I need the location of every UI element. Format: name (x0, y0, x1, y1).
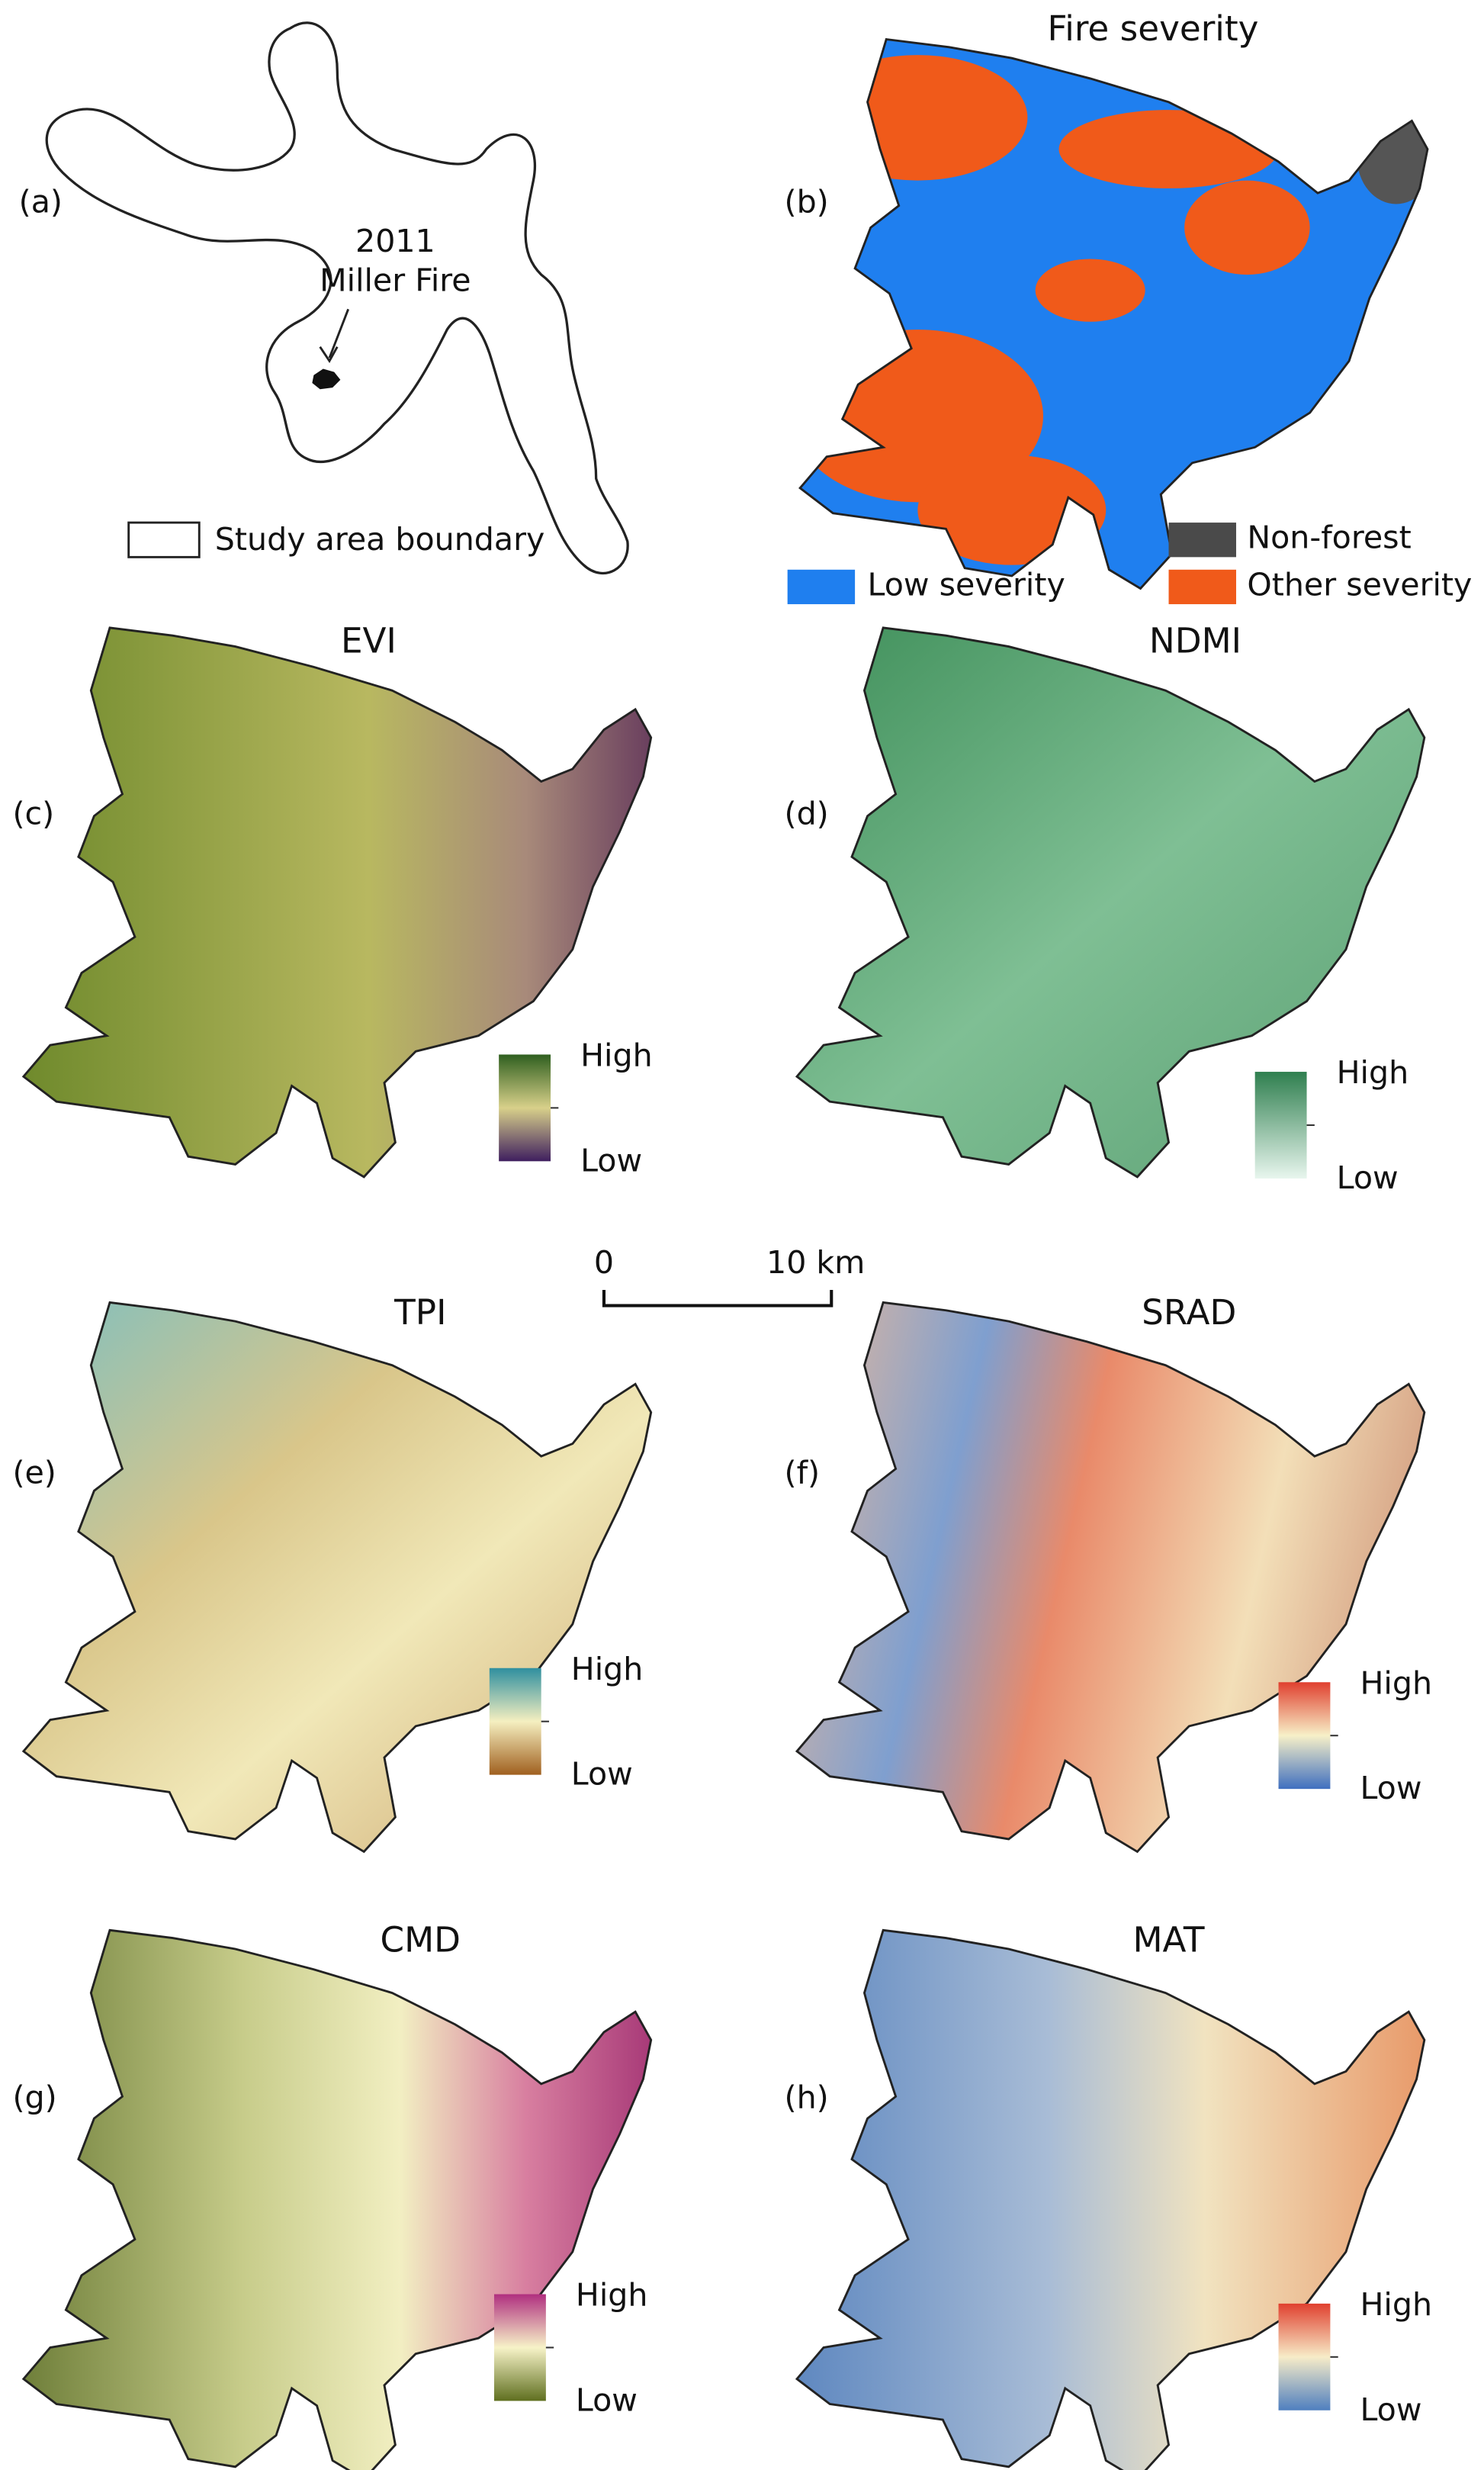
legend-high: High (1360, 2286, 1432, 2323)
legend-swatch (127, 521, 201, 558)
legend-label: Other severity (1247, 566, 1472, 603)
panel-title: Fire severity (1048, 8, 1259, 49)
panel-letter: (g) (12, 2079, 56, 2115)
panel-letter: (b) (785, 183, 829, 220)
panel-a: (a) 2011 Miller Fire Study area boundary (19, 21, 629, 574)
annotation: Miller Fire (320, 262, 471, 298)
panel-b: Fire severity (b) Low severity Non-fores… (785, 8, 1472, 605)
legend-swatch (1168, 569, 1236, 605)
legend-low: Low (1337, 1159, 1399, 1196)
legend-colorbar (1278, 1682, 1331, 1790)
legend-high: High (1337, 1054, 1409, 1091)
panel-title: EVI (341, 620, 397, 661)
map-fill (23, 627, 651, 1177)
legend-colorbar (499, 1054, 551, 1162)
panel: TPI (e) High Low (12, 1292, 653, 1853)
legend-swatch (787, 569, 856, 605)
panel-letter: (d) (785, 796, 829, 832)
panel-title: NDMI (1149, 620, 1241, 661)
panel-title: MAT (1132, 1920, 1204, 1960)
legend-high: High (1360, 1664, 1432, 1701)
scale-label: 0 (594, 1244, 614, 1281)
raster-map (22, 1928, 653, 2470)
panel-letter: (f) (785, 1455, 821, 1491)
severity-map (798, 38, 1429, 590)
legend-low: Low (1360, 2391, 1421, 2428)
legend-low: Low (576, 2382, 638, 2418)
legend-high: High (571, 1651, 644, 1687)
study-area-boundary (45, 21, 629, 574)
scale-bar: 0 10 km (594, 1244, 865, 1307)
raster-map (795, 626, 1426, 1179)
scale-line (602, 1289, 834, 1307)
panel: MAT (h) High Low (785, 1920, 1432, 2470)
legend-swatch (1168, 523, 1236, 558)
map-panels: EVI (c) High Low NDMI (d) High Low TPI (e) High Low… (12, 620, 1432, 2470)
legend-low: Low (571, 1756, 633, 1793)
raster-map (22, 1301, 653, 1853)
legend-low: Low (580, 1142, 642, 1179)
annotation: 2011 (355, 223, 435, 259)
arrow (328, 308, 350, 359)
panel-title: CMD (381, 1920, 461, 1960)
legend-colorbar (1278, 2303, 1331, 2411)
miller-fire (312, 368, 341, 390)
legend-colorbar (489, 1668, 541, 1775)
legend-low: Low (1360, 1770, 1421, 1806)
panel-letter: (c) (12, 796, 54, 832)
arrow-head (319, 346, 339, 363)
panel: CMD (g) High Low (12, 1920, 653, 2470)
legend-label: Non-forest (1247, 519, 1411, 556)
legend-label: Study area boundary (215, 521, 545, 558)
panel-letter: (h) (785, 2079, 829, 2115)
legend-high: High (580, 1037, 653, 1074)
panel: SRAD (f) High Low (785, 1292, 1432, 1853)
panel: EVI (c) High Low (12, 620, 652, 1179)
map-fill (23, 1302, 651, 1852)
map-fill (23, 1930, 651, 2470)
legend-high: High (576, 2277, 648, 2314)
legend-colorbar (493, 2294, 546, 2401)
legend-colorbar (1254, 1072, 1307, 1179)
panel-letter: (e) (12, 1455, 56, 1491)
legend-label: Low severity (868, 566, 1065, 603)
panel: NDMI (d) High Low (785, 620, 1426, 1196)
panel-title: TPI (393, 1292, 446, 1333)
raster-map (22, 626, 653, 1179)
panel-title: SRAD (1142, 1292, 1236, 1333)
map-fill (796, 627, 1425, 1177)
scale-label: 10 km (766, 1244, 865, 1281)
panel-letter: (a) (19, 183, 63, 220)
